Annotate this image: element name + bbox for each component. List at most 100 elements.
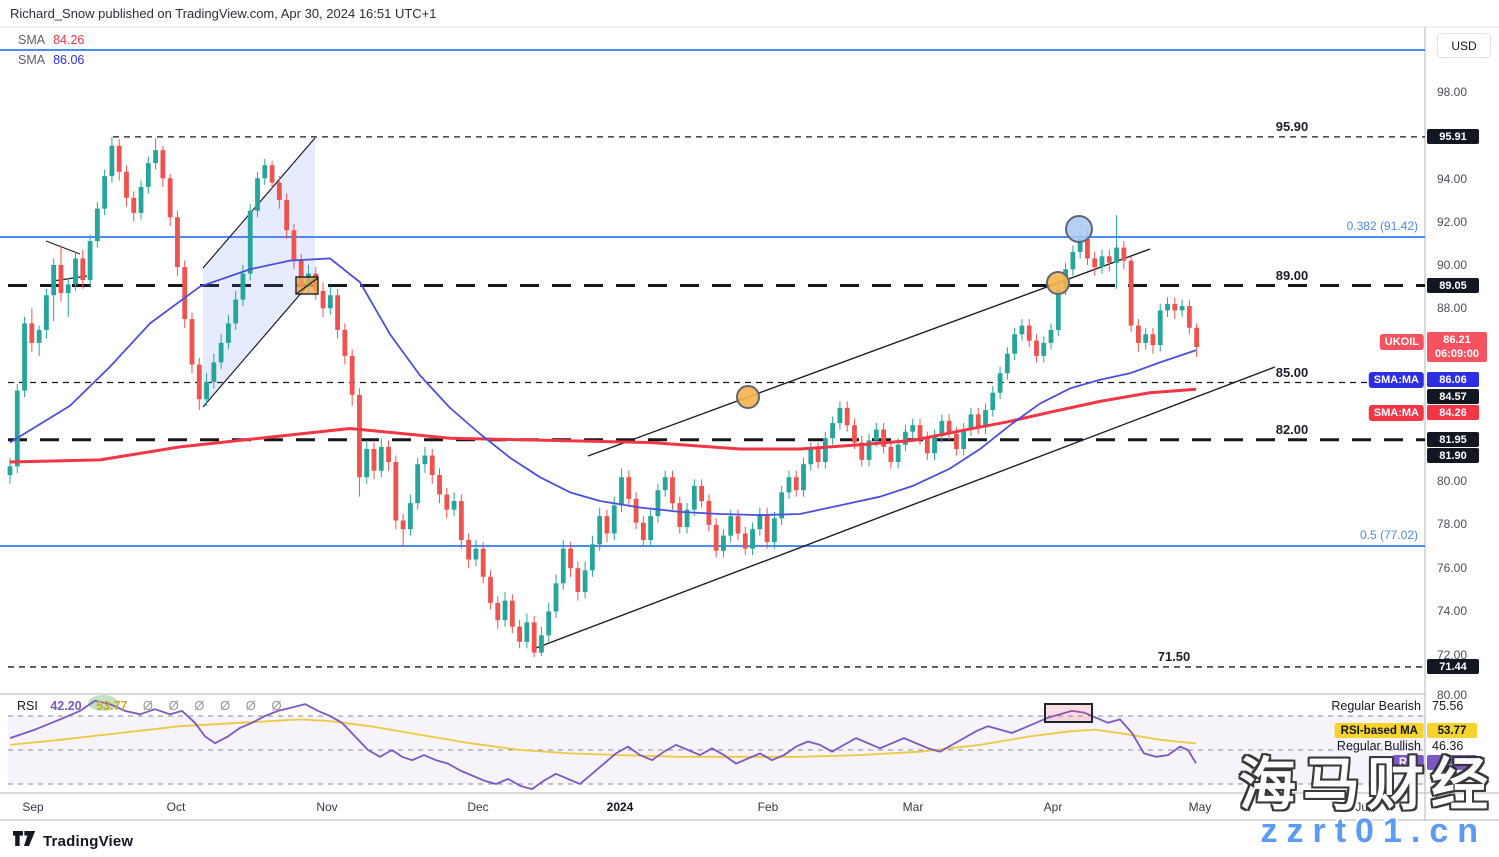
candle-body [866, 440, 872, 460]
candle-body [349, 355, 355, 395]
candle-body [932, 436, 937, 454]
candle-body [822, 438, 828, 463]
candle-body [808, 449, 814, 465]
candle-body [102, 176, 108, 209]
candle-body [1121, 247, 1127, 261]
candle-body [910, 425, 916, 432]
candle-body [488, 576, 493, 603]
candle-body [145, 163, 151, 187]
candle-body [830, 423, 836, 439]
sma-fast-line [9, 257, 1197, 516]
candle-body [160, 150, 166, 179]
candle-body [873, 429, 879, 441]
candle-body [837, 407, 843, 424]
candle-body [531, 622, 537, 653]
candle-body [968, 414, 974, 430]
candle-body [801, 464, 806, 491]
candle-body [400, 520, 406, 530]
candle-body [58, 264, 64, 294]
candle-body [524, 622, 530, 642]
candle-body [517, 626, 522, 642]
candle-body [742, 533, 748, 549]
candle-body [954, 433, 959, 450]
candle-body [182, 267, 188, 320]
candle-body [677, 503, 683, 528]
candle-body [284, 199, 290, 231]
candle-body [939, 420, 945, 437]
candle-body [1172, 303, 1178, 311]
candle-body [815, 449, 821, 463]
candle-body [357, 394, 362, 478]
candle-body [1034, 340, 1039, 356]
candle-body [218, 342, 224, 363]
candle-body [327, 295, 333, 309]
candle-body [1026, 325, 1032, 341]
candle-body [189, 319, 195, 365]
orange-box-diagonal [295, 277, 319, 295]
candle-body [852, 425, 857, 443]
candle-body [611, 505, 617, 534]
candle-body [408, 503, 413, 530]
candle-body [983, 410, 988, 428]
candle-body [546, 611, 552, 636]
candle-body [495, 602, 501, 621]
candle-body [721, 535, 726, 551]
candle-body [502, 600, 508, 621]
candle-body [386, 446, 391, 463]
candle-body [1092, 258, 1098, 268]
candle-body [458, 501, 464, 541]
candle-body [226, 323, 231, 343]
currency-toggle-button[interactable]: USD [1437, 33, 1491, 58]
candle-body [298, 260, 304, 287]
wedge-trendline [45, 240, 81, 255]
candle-body [640, 522, 646, 541]
candle-body [167, 178, 173, 218]
candle-body [509, 600, 515, 627]
candle-body [1128, 260, 1134, 326]
parallel-channel-bottom [202, 276, 316, 408]
candle-body [1157, 310, 1163, 346]
rising-channel-lower [535, 366, 1276, 649]
candle-body [626, 477, 632, 499]
candle-body [204, 381, 209, 400]
candle-body [65, 284, 71, 294]
candle-body [1143, 334, 1149, 343]
candle-body [604, 516, 610, 534]
candle-body [575, 568, 581, 592]
candle-body [269, 165, 275, 183]
candle-body [131, 197, 137, 213]
candle-body [619, 477, 624, 506]
candle-body [793, 477, 799, 491]
candle-body [364, 449, 370, 478]
candle-body [44, 295, 49, 330]
candle-body [240, 273, 246, 300]
candle-body [655, 490, 661, 517]
candle-body [1085, 238, 1090, 259]
candle-body [378, 446, 384, 471]
candle-body [779, 492, 785, 519]
candle-body [444, 494, 450, 510]
candle-body [1077, 238, 1083, 252]
candle-body [1070, 251, 1076, 270]
candle-body [1048, 329, 1054, 343]
candle-body [1004, 353, 1010, 374]
tradingview-logo-link[interactable]: TradingView [13, 830, 133, 852]
candle-body [51, 264, 57, 296]
candle-body [633, 498, 639, 523]
candle-body [786, 477, 792, 493]
candle-body [22, 323, 27, 391]
candle-body [670, 477, 675, 504]
candle-body [560, 548, 566, 584]
candle-body [116, 145, 122, 172]
candle-body [582, 570, 588, 592]
candle-body [437, 475, 442, 495]
candle-body [553, 583, 559, 612]
candle-body [153, 150, 158, 164]
candle-body [1099, 256, 1105, 268]
candle-body [175, 217, 180, 268]
orange-marker-circle [1046, 271, 1070, 295]
candle-body [371, 449, 377, 471]
candle-body [1106, 256, 1112, 263]
